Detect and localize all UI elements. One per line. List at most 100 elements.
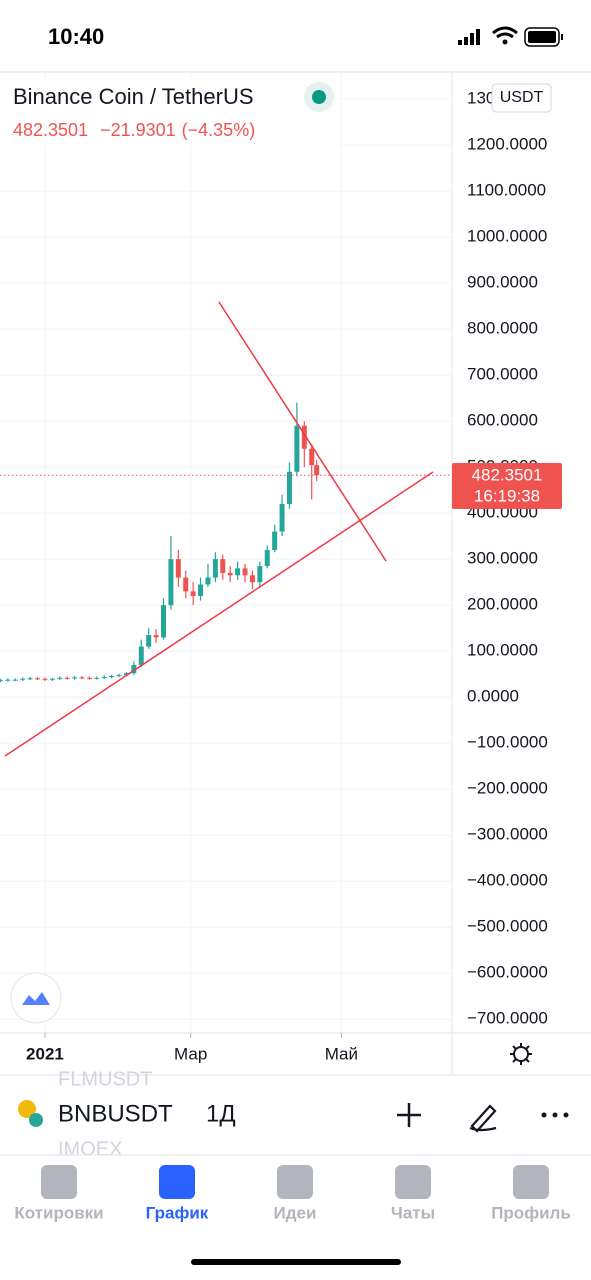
- candle-body: [20, 678, 26, 680]
- price: 482.3501: [13, 120, 88, 140]
- candle-body: [138, 646, 144, 665]
- candle-body: [264, 549, 270, 567]
- add-button[interactable]: [397, 1103, 421, 1127]
- x-tick-label: 2021: [26, 1044, 64, 1063]
- candle-body: [42, 678, 48, 680]
- y-tick-label: 0.0000: [467, 687, 519, 706]
- candle-body: [198, 584, 204, 596]
- tab-label[interactable]: Чаты: [391, 1203, 435, 1222]
- candle-body: [153, 635, 159, 638]
- y-tick-label: 800.0000: [467, 319, 538, 338]
- y-tick-label: 1100.0000: [467, 181, 546, 200]
- candle-body: [35, 678, 41, 680]
- y-tick-label: −500.0000: [467, 917, 548, 936]
- candle-body: [116, 675, 122, 677]
- price-line: 482.3501 −21.9301 (−4.35%): [13, 120, 255, 140]
- candle-body: [146, 635, 152, 647]
- candle-body: [101, 676, 107, 678]
- candle-body: [161, 605, 167, 638]
- trend-line: [4, 471, 434, 757]
- candle-body: [131, 664, 137, 674]
- candle-body: [294, 425, 300, 472]
- candle-body: [286, 471, 292, 504]
- candle-body: [94, 677, 100, 679]
- tab-label[interactable]: Котировки: [14, 1203, 103, 1222]
- symbol-title: Binance Coin / TetherUS: [13, 84, 254, 109]
- settings-icon[interactable]: [510, 1043, 532, 1065]
- candle-body: [301, 425, 307, 449]
- candle-body: [109, 676, 115, 678]
- price-tag-value: 482.3501: [472, 465, 543, 484]
- price-tag-time: 16:19:38: [474, 486, 540, 505]
- y-tick-label: 1000.0000: [467, 227, 547, 246]
- status-dot: [312, 90, 326, 104]
- tab-icon[interactable]: [277, 1165, 313, 1199]
- draw-button[interactable]: [469, 1104, 497, 1133]
- candle-body: [272, 531, 278, 550]
- candle-body: [183, 577, 189, 592]
- status-icons: [458, 26, 563, 47]
- candle-body: [190, 591, 196, 596]
- y-tick-label: 900.0000: [467, 273, 538, 292]
- tab-icon[interactable]: [159, 1165, 195, 1199]
- candle-body: [49, 678, 55, 680]
- ghost-symbol: IMOEX: [58, 1138, 122, 1160]
- tab-icon[interactable]: [395, 1165, 431, 1199]
- candle-body: [212, 559, 218, 578]
- candle-body: [175, 559, 181, 578]
- candle-body: [123, 673, 129, 676]
- status-time: 10:40: [48, 24, 104, 49]
- candle-body: [220, 559, 226, 573]
- candle-body: [205, 577, 211, 585]
- candle-body: [57, 677, 63, 679]
- y-tick-label: 300.0000: [467, 549, 538, 568]
- x-tick-label: Май: [325, 1044, 358, 1063]
- tab-label[interactable]: Идеи: [274, 1203, 317, 1222]
- y-tick-label: −600.0000: [467, 963, 548, 982]
- coin-icon: [18, 1100, 36, 1118]
- candle-body: [64, 677, 70, 679]
- y-tick-label: 1200.0000: [467, 135, 547, 154]
- tab-icon[interactable]: [41, 1165, 77, 1199]
- change: −21.9301: [100, 120, 176, 140]
- ghost-symbol: FLMUSDT: [58, 1068, 152, 1090]
- y-tick-label: −100.0000: [467, 733, 548, 752]
- x-tick-label: Мар: [174, 1044, 207, 1063]
- change-pct: (−4.35%): [182, 120, 256, 140]
- y-tick-label: −400.0000: [467, 871, 548, 890]
- y-tick-label: −200.0000: [467, 779, 548, 798]
- y-tick-label: 700.0000: [467, 365, 538, 384]
- y-tick-label: 100.0000: [467, 641, 538, 660]
- price-tag: [452, 463, 562, 509]
- candle-body: [242, 568, 248, 576]
- more-button[interactable]: [541, 1112, 569, 1118]
- candle-body: [5, 679, 11, 681]
- y-tick-label: 200.0000: [467, 595, 538, 614]
- candle-body: [79, 677, 85, 679]
- legend-bg: [0, 80, 340, 148]
- tab-icon[interactable]: [513, 1165, 549, 1199]
- y-tick-label: −700.0000: [467, 1009, 548, 1028]
- candle-body: [27, 678, 33, 680]
- tab-label[interactable]: Профиль: [491, 1203, 571, 1222]
- candle-body: [0, 680, 3, 682]
- y-tick-label: −300.0000: [467, 825, 548, 844]
- toolbar-symbol[interactable]: BNBUSDT: [58, 1100, 173, 1127]
- currency: USDT: [500, 89, 544, 106]
- candle-body: [257, 566, 263, 583]
- candle-body: [168, 559, 174, 606]
- toolbar-interval[interactable]: 1Д: [206, 1100, 236, 1127]
- candle-body: [12, 679, 18, 681]
- y-tick-label: 600.0000: [467, 411, 538, 430]
- tab-label[interactable]: График: [146, 1203, 209, 1222]
- candle-body: [86, 677, 92, 679]
- currency-badge[interactable]: [491, 83, 552, 113]
- chart-type-icon: [22, 992, 50, 1005]
- trend-line: [218, 301, 387, 562]
- candle-body: [309, 448, 315, 466]
- home-indicator: [191, 1259, 401, 1265]
- chart-type-button[interactable]: [10, 972, 62, 1024]
- candle-body: [227, 572, 233, 576]
